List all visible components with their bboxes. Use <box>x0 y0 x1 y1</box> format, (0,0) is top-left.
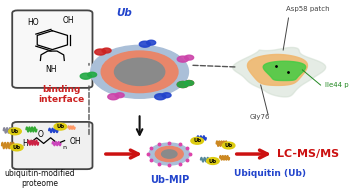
Text: n: n <box>62 145 67 150</box>
Polygon shape <box>102 48 111 53</box>
Polygon shape <box>88 72 97 77</box>
Polygon shape <box>80 73 91 79</box>
Text: Ub: Ub <box>224 143 233 148</box>
Polygon shape <box>155 94 166 100</box>
Text: LC-MS/MS: LC-MS/MS <box>277 149 340 159</box>
Text: Ubiquitin (Ub): Ubiquitin (Ub) <box>235 169 306 178</box>
Text: H: H <box>23 139 28 148</box>
Text: Ub: Ub <box>13 145 21 150</box>
Text: Ub: Ub <box>116 8 132 18</box>
Circle shape <box>114 58 165 85</box>
Polygon shape <box>177 81 188 88</box>
Text: binding
interface: binding interface <box>38 85 84 104</box>
Circle shape <box>10 144 23 151</box>
Polygon shape <box>115 93 124 98</box>
Text: Ub-MIP: Ub-MIP <box>150 175 189 184</box>
FancyBboxPatch shape <box>12 10 92 88</box>
Polygon shape <box>177 56 188 62</box>
Polygon shape <box>185 81 194 85</box>
Circle shape <box>54 123 67 130</box>
Text: HO: HO <box>27 18 39 27</box>
Text: Ub: Ub <box>209 159 217 163</box>
Circle shape <box>149 143 190 165</box>
Polygon shape <box>162 93 171 98</box>
Polygon shape <box>95 49 106 55</box>
FancyBboxPatch shape <box>12 122 92 169</box>
Text: Ub: Ub <box>193 138 201 143</box>
Polygon shape <box>247 54 307 85</box>
Text: Ub: Ub <box>56 124 65 129</box>
Polygon shape <box>263 61 306 81</box>
Circle shape <box>191 137 203 144</box>
Text: O: O <box>37 130 43 139</box>
Circle shape <box>155 146 183 162</box>
Circle shape <box>101 51 178 93</box>
Polygon shape <box>233 47 326 97</box>
Polygon shape <box>177 81 188 88</box>
Circle shape <box>9 128 21 135</box>
Polygon shape <box>185 81 194 85</box>
Text: ubiquitin-modified
proteome: ubiquitin-modified proteome <box>5 169 75 188</box>
Polygon shape <box>147 40 156 45</box>
Text: Ile44 patch: Ile44 patch <box>325 82 349 88</box>
Polygon shape <box>139 41 150 47</box>
Text: OH: OH <box>62 16 74 25</box>
Circle shape <box>207 158 219 164</box>
Text: Gly76: Gly76 <box>250 114 270 120</box>
Text: NH: NH <box>45 65 56 74</box>
Text: OH: OH <box>69 137 81 146</box>
Polygon shape <box>108 94 119 100</box>
Text: Asp58 patch: Asp58 patch <box>286 6 330 12</box>
Circle shape <box>162 150 177 158</box>
Circle shape <box>91 45 188 98</box>
Circle shape <box>222 142 235 149</box>
Polygon shape <box>185 55 194 60</box>
Text: Ub: Ub <box>11 129 19 134</box>
